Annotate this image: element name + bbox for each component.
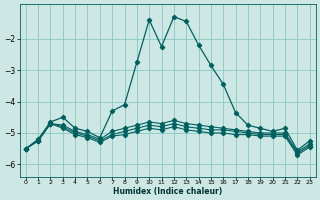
X-axis label: Humidex (Indice chaleur): Humidex (Indice chaleur) (113, 187, 222, 196)
